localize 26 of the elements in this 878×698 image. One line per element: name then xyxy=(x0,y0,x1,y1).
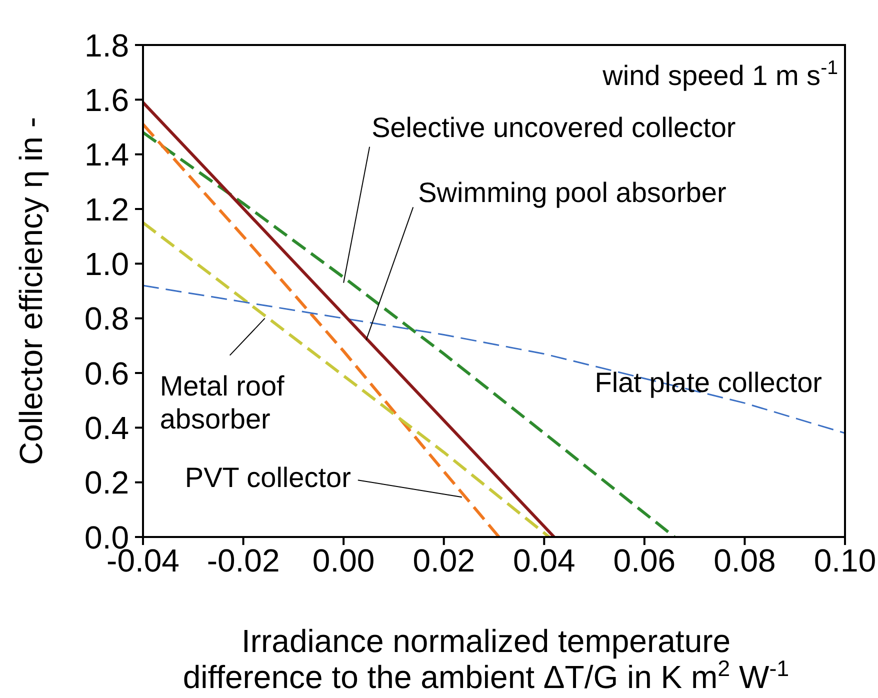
annotation: Metal roof absorber xyxy=(160,370,285,434)
x-tick-label: -0.02 xyxy=(206,542,280,579)
annotation: Swimming pool absorber xyxy=(418,177,726,208)
line-series xyxy=(143,284,845,434)
x-tick-label: 0.04 xyxy=(513,542,576,579)
y-tick-label: 0.6 xyxy=(84,355,129,392)
y-tick-label: 0.2 xyxy=(84,464,129,501)
y-tick-label: 0.8 xyxy=(84,300,129,337)
line-series xyxy=(143,221,551,537)
x-tick-label: 0.02 xyxy=(412,542,475,579)
annotation: Flat plate collector xyxy=(594,367,822,398)
y-tick-label: 1.0 xyxy=(84,246,129,282)
annotation: PVT collector xyxy=(184,462,351,494)
y-tick-label: 0.4 xyxy=(84,410,129,446)
y-tick-label: 1.6 xyxy=(84,82,129,118)
annotation: wind speed 1 m s$^{-1}$ xyxy=(602,57,838,91)
x-tick-label: 0.08 xyxy=(714,542,776,579)
y-tick-label: 1.4 xyxy=(84,136,129,173)
y-axis-title: Collector efficiency η in - xyxy=(13,117,49,465)
x-tick-label: 0.10 xyxy=(814,542,876,579)
y-tick-label: 1.2 xyxy=(84,191,129,228)
x-axis-title: Irradiance normalized temperature difference to the ambient ΔT/G in K m$^{2}$ W$^{-1}$ xyxy=(182,623,790,695)
annotation: Selective uncovered collector xyxy=(372,112,736,143)
y-tick-label: 1.8 xyxy=(84,27,129,64)
x-tick-label: 0.06 xyxy=(613,542,676,579)
x-tick-label: 0.00 xyxy=(312,542,375,579)
